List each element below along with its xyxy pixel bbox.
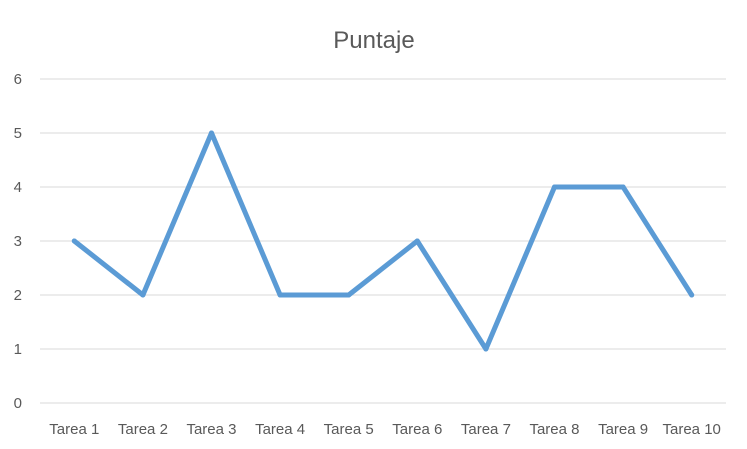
gridlines — [40, 78, 726, 404]
x-tick-label: Tarea 2 — [118, 421, 168, 438]
data-point — [209, 130, 214, 136]
data-point — [483, 346, 489, 352]
x-tick-label: Tarea 10 — [663, 421, 721, 438]
y-tick-label: 4 — [14, 179, 22, 196]
y-axis-tick-labels: 0 1 2 3 4 5 6 — [14, 71, 22, 412]
series-layer — [71, 130, 695, 352]
y-tick-label: 5 — [14, 125, 22, 142]
x-tick-label: Tarea 4 — [255, 421, 305, 438]
data-point — [346, 292, 352, 298]
series-line — [71, 130, 695, 352]
x-tick-label: Tarea 7 — [461, 421, 511, 438]
y-tick-label: 6 — [14, 71, 22, 88]
data-point — [71, 238, 77, 244]
x-tick-label: Tarea 8 — [529, 421, 579, 438]
x-axis-tick-labels: Tarea 1 Tarea 2 Tarea 3 Tarea 4 Tarea 5 Tarea… — [49, 421, 721, 438]
data-point — [277, 292, 283, 298]
y-tick-label: 0 — [14, 395, 22, 412]
y-tick-label: 2 — [14, 287, 22, 304]
data-point — [620, 184, 626, 190]
x-tick-label: Tarea 3 — [186, 421, 236, 438]
x-tick-label: Tarea 6 — [392, 421, 442, 438]
data-point — [552, 184, 557, 190]
chart-title: Puntaje — [333, 27, 414, 54]
data-point — [140, 292, 146, 298]
x-tick-label: Tarea 1 — [49, 421, 99, 438]
x-tick-label: Tarea 5 — [324, 421, 374, 438]
y-tick-label: 1 — [14, 341, 22, 358]
x-tick-label: Tarea 9 — [598, 421, 648, 438]
y-tick-label: 3 — [14, 233, 22, 250]
data-point — [414, 238, 420, 244]
data-point — [689, 292, 695, 298]
